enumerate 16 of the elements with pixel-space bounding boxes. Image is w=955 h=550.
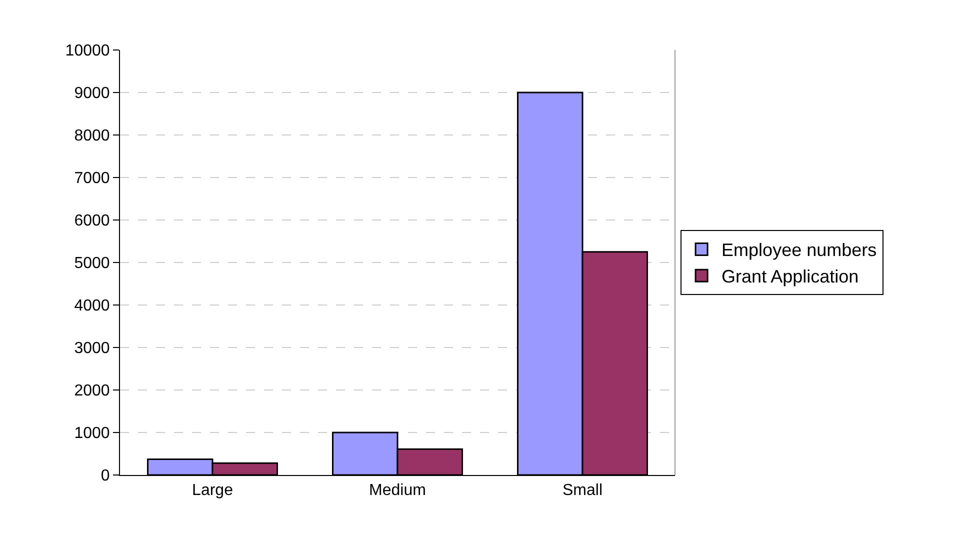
y-tick-label: 2000: [74, 382, 110, 400]
y-tick-label: 0: [100, 468, 110, 485]
y-tick-label: 7000: [74, 170, 110, 188]
legend-label: Employee numbers: [722, 240, 877, 260]
y-tick-label: 6000: [74, 212, 110, 230]
legend-label: Grant Application: [722, 266, 859, 287]
y-tick-label: 4000: [74, 298, 110, 315]
y-tick-label: 10000: [65, 42, 110, 60]
y-tick-label: 8000: [74, 128, 110, 145]
y-tick-label: 9000: [74, 85, 110, 102]
x-tick-label: Medium: [369, 482, 426, 500]
y-tick-label: 3000: [74, 340, 110, 358]
y-tick-label: 1000: [74, 425, 110, 442]
y-tick-label: 5000: [74, 255, 110, 272]
x-tick-label: Small: [562, 482, 603, 500]
x-tick-label: Large: [192, 482, 234, 500]
